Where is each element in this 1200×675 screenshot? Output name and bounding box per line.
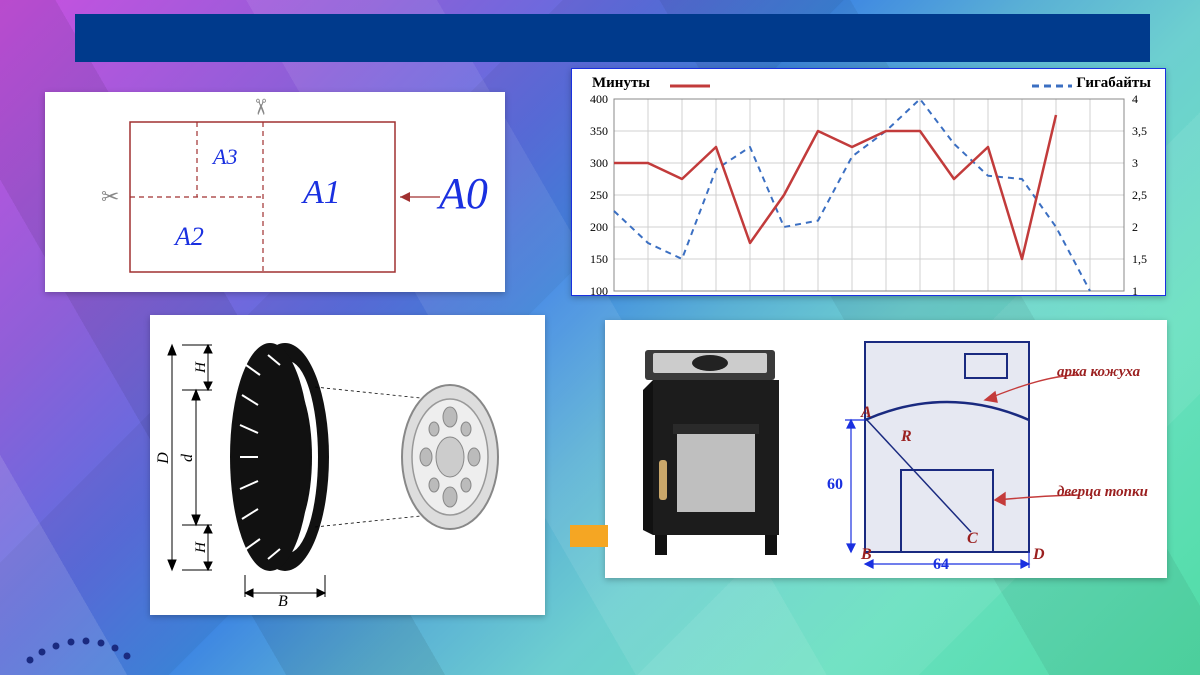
- legend-gb-swatch: [1032, 81, 1072, 91]
- line-chart-panel: Минуты Гигабайты 10015020025030035040011…: [571, 68, 1166, 296]
- legend-gigabytes: Гигабайты: [1076, 75, 1151, 92]
- svg-text:2,5: 2,5: [1132, 188, 1147, 202]
- tire-label-d: d: [179, 454, 197, 462]
- svg-text:400: 400: [590, 92, 608, 106]
- svg-text:1,5: 1,5: [1132, 252, 1147, 266]
- tire-label-H-top: H: [193, 362, 210, 373]
- svg-text:300: 300: [590, 156, 608, 170]
- svg-text:100: 100: [590, 284, 608, 297]
- svg-text:4: 4: [1132, 92, 1138, 106]
- legend-minutes: Минуты: [592, 75, 650, 92]
- stove-dim-height: 60: [827, 476, 843, 494]
- label-A0: A0: [439, 168, 488, 219]
- top-bar: [75, 14, 1150, 62]
- decorative-dots: [20, 612, 140, 672]
- tire-svg: [150, 315, 545, 615]
- slide-background: A3 A2 A1 A0 ✂ ✂ Минуты Гигабайты 1001502…: [0, 0, 1200, 675]
- callout-door: дверца топки: [1057, 484, 1148, 501]
- line-chart-svg: 100 150 200 250 300 350 400 1 1,5 2 2,5 3 3,5 4: [572, 69, 1167, 297]
- stove-label-R: R: [901, 428, 912, 446]
- tire-label-D: D: [155, 452, 173, 464]
- stove-dim-width: 64: [933, 556, 949, 574]
- svg-text:200: 200: [590, 220, 608, 234]
- label-A3: A3: [213, 144, 237, 170]
- tire-label-H-bot: H: [193, 542, 210, 553]
- scissors-left-icon: ✂: [101, 184, 119, 210]
- stove-label-A: A: [861, 404, 872, 422]
- label-A2: A2: [175, 222, 204, 252]
- svg-text:3,5: 3,5: [1132, 124, 1147, 138]
- legend-minutes-swatch: [670, 81, 710, 91]
- stove-panel: A B C D R 60 64 арка кожуха дверца топки: [605, 320, 1167, 578]
- svg-text:2: 2: [1132, 220, 1138, 234]
- svg-text:250: 250: [590, 188, 608, 202]
- svg-text:150: 150: [590, 252, 608, 266]
- tire-label-B: B: [278, 593, 288, 611]
- svg-text:350: 350: [590, 124, 608, 138]
- stove-label-C: C: [967, 530, 978, 548]
- callout-arc: арка кожуха: [1057, 364, 1140, 381]
- paper-sizes-panel: A3 A2 A1 A0 ✂ ✂: [45, 92, 505, 292]
- svg-text:1: 1: [1132, 284, 1138, 297]
- tire-panel: D d H H B: [150, 315, 545, 615]
- svg-text:3: 3: [1132, 156, 1138, 170]
- stove-label-B: B: [861, 546, 872, 564]
- stove-label-D: D: [1033, 546, 1045, 564]
- orange-accent: [570, 525, 608, 547]
- label-A1: A1: [303, 174, 341, 212]
- stove-svg: [605, 320, 1167, 578]
- scissors-top-icon: ✂: [247, 98, 273, 116]
